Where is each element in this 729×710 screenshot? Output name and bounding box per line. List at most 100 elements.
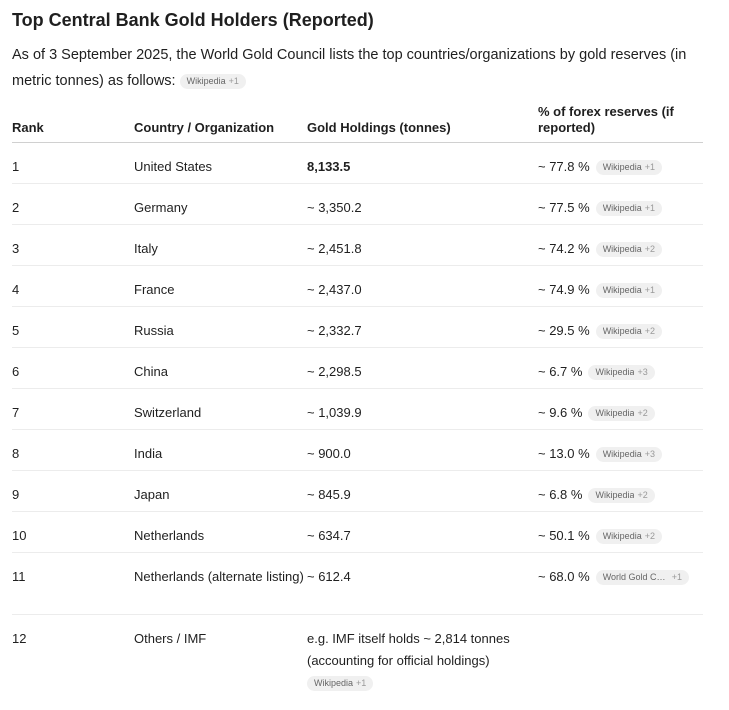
forex-pct-cell: ~ 68.0 % World Gold Cou... +1 [538, 552, 703, 615]
country-cell-text: Germany [134, 200, 188, 215]
table-row: 6 China ~ 2,298.5 ~ 6.7 % Wikipedia +3 [12, 347, 703, 389]
forex-pct-cell-text: ~ 68.0 % [538, 569, 590, 584]
holdings-cell: ~ 2,451.8 [307, 224, 538, 266]
forex-pct-cell: ~ 6.8 % Wikipedia +2 [538, 470, 703, 512]
table-row: 4 France ~ 2,437.0 ~ 74.9 % Wikipedia +1 [12, 265, 703, 307]
rank-cell: 4 [12, 265, 134, 307]
country-cell-text: Japan [134, 487, 170, 502]
source-chip-label: Wikipedia [602, 244, 642, 255]
rank-cell: 1 [12, 142, 134, 184]
header-forex-pct: % of forex reserves (if reported) [538, 104, 703, 143]
forex-pct-cell [538, 615, 703, 699]
intro-text: As of 3 September 2025, the World Gold C… [12, 47, 687, 89]
table-row: 8 India ~ 900.0 ~ 13.0 % Wikipedia +3 [12, 429, 703, 471]
source-chip-label: Wikipedia [602, 203, 642, 214]
country-cell: Netherlands (alternate listing) [134, 552, 307, 615]
source-chip-count: +1 [671, 572, 682, 583]
country-cell: United States [134, 142, 307, 184]
source-chip[interactable]: Wikipedia +2 [595, 242, 662, 258]
source-chip[interactable]: Wikipedia +3 [588, 365, 655, 381]
source-chip-count: +3 [644, 449, 655, 460]
forex-pct-cell: ~ 13.0 % Wikipedia +3 [538, 429, 703, 471]
holdings-cell-text: ~ 2,437.0 [307, 282, 362, 297]
source-chip-label: Wikipedia [595, 490, 635, 501]
source-chip-label: Wikipedia [602, 162, 642, 173]
holdings-chip-wrap: Wikipedia +1 [307, 672, 538, 694]
country-cell: Japan [134, 470, 307, 512]
holdings-cell: 8,133.5 [307, 142, 538, 184]
source-chip-count: +1 [644, 285, 655, 296]
country-cell-text: China [134, 364, 168, 379]
rank-cell-text: 9 [12, 487, 20, 502]
rank-cell-text: 11 [12, 569, 26, 584]
source-chip[interactable]: Wikipedia +1 [179, 73, 246, 89]
country-cell-text: France [134, 282, 175, 297]
rank-cell-text: 10 [12, 528, 27, 543]
table-row: 10 Netherlands ~ 634.7 ~ 50.1 % Wikipedia +2 [12, 511, 703, 553]
source-chip[interactable]: Wikipedia +1 [595, 201, 662, 217]
source-chip[interactable]: Wikipedia +2 [595, 529, 662, 545]
holdings-cell-text: ~ 2,451.8 [307, 241, 362, 256]
table-row: 9 Japan ~ 845.9 ~ 6.8 % Wikipedia +2 [12, 470, 703, 512]
holdings-cell-text: ~ 612.4 [307, 569, 351, 584]
gold-holders-table: Rank Country / Organization Gold Holding… [12, 104, 703, 698]
country-cell: Switzerland [134, 388, 307, 430]
table-row: 7 Switzerland ~ 1,039.9 ~ 9.6 % Wikipedia +2 [12, 388, 703, 430]
holdings-cell: ~ 2,437.0 [307, 265, 538, 307]
source-chip[interactable]: Wikipedia +2 [588, 406, 655, 422]
rank-cell-text: 5 [12, 323, 20, 338]
source-chip-count: +1 [644, 203, 655, 214]
country-cell-text: Switzerland [134, 405, 202, 420]
forex-pct-cell-text: ~ 6.7 % [538, 364, 583, 379]
forex-pct-cell: ~ 29.5 % Wikipedia +2 [538, 306, 703, 348]
holdings-cell: e.g. IMF itself holds ~ 2,814 tonnes (ac… [307, 615, 538, 699]
rank-cell-text: 12 [12, 631, 27, 646]
source-chip[interactable]: Wikipedia +1 [595, 160, 662, 176]
holdings-cell-text: ~ 1,039.9 [307, 405, 362, 420]
forex-pct-cell: ~ 50.1 % Wikipedia +2 [538, 511, 703, 553]
source-chip[interactable]: Wikipedia +1 [307, 676, 374, 692]
rank-cell: 2 [12, 183, 134, 225]
rank-cell: 9 [12, 470, 134, 512]
source-chip-label: Wikipedia [602, 285, 642, 296]
country-cell-text: Netherlands (alternate listing) [134, 569, 304, 584]
source-chip-label: Wikipedia [595, 367, 635, 378]
rank-cell-text: 4 [12, 282, 20, 297]
source-chip[interactable]: Wikipedia +3 [595, 447, 662, 463]
source-chip-count: +2 [637, 490, 648, 501]
forex-pct-cell-text: ~ 13.0 % [538, 446, 590, 461]
forex-pct-cell-text: ~ 50.1 % [538, 528, 590, 543]
rank-cell: 11 [12, 552, 134, 615]
rank-cell: 8 [12, 429, 134, 471]
source-chip[interactable]: Wikipedia +2 [588, 488, 655, 504]
holdings-cell-text: ~ 3,350.2 [307, 200, 362, 215]
holdings-cell: ~ 845.9 [307, 470, 538, 512]
rank-cell: 3 [12, 224, 134, 266]
rank-cell: 5 [12, 306, 134, 348]
forex-pct-cell: ~ 74.2 % Wikipedia +2 [538, 224, 703, 266]
country-cell-text: India [134, 446, 163, 461]
country-cell: Others / IMF [134, 615, 307, 699]
source-chip[interactable]: Wikipedia +2 [595, 324, 662, 340]
rank-cell: 6 [12, 347, 134, 389]
country-cell: Netherlands [134, 511, 307, 553]
country-cell-text: Italy [134, 241, 158, 256]
source-chip-label: Wikipedia [314, 678, 354, 689]
holdings-cell-text: ~ 900.0 [307, 446, 351, 461]
source-chip-count: +1 [644, 162, 655, 173]
country-cell-text: Russia [134, 323, 174, 338]
forex-pct-cell: ~ 9.6 % Wikipedia +2 [538, 388, 703, 430]
rank-cell-text: 3 [12, 241, 20, 256]
header-country: Country / Organization [134, 104, 307, 143]
source-chip-count: +2 [644, 326, 655, 337]
table-row: 3 Italy ~ 2,451.8 ~ 74.2 % Wikipedia +2 [12, 224, 703, 266]
source-chip[interactable]: World Gold Cou... +1 [595, 570, 689, 586]
source-chip[interactable]: Wikipedia +1 [595, 283, 662, 299]
rank-cell: 10 [12, 511, 134, 553]
holdings-cell-text: ~ 845.9 [307, 487, 351, 502]
holdings-cell: ~ 634.7 [307, 511, 538, 553]
country-cell: Russia [134, 306, 307, 348]
holdings-cell: ~ 2,332.7 [307, 306, 538, 348]
source-chip-label: Wikipedia [186, 75, 226, 86]
country-cell-text: Netherlands [134, 528, 205, 543]
